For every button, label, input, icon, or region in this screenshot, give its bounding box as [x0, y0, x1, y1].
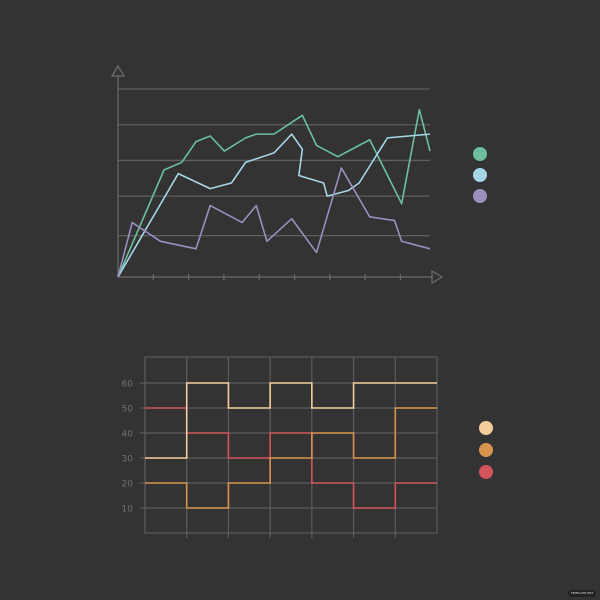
top-line-chart	[110, 64, 487, 285]
y-tick-label: 50	[122, 405, 134, 415]
x-axis-arrow	[431, 269, 444, 285]
y-tick-label: 10	[122, 505, 134, 515]
legend-dot-1	[479, 421, 493, 435]
legend-dot-1	[473, 147, 487, 161]
y-tick-label: 20	[122, 480, 134, 490]
series-line-1	[117, 108, 431, 278]
step-series-1	[145, 382, 437, 459]
step-series-3	[145, 407, 437, 509]
legend-dot-3	[479, 465, 493, 479]
step-series-2	[145, 407, 437, 509]
watermark-logo: TEMPLATE.NET	[568, 590, 596, 597]
legend-dot-2	[479, 443, 493, 457]
legend-dot-2	[473, 168, 487, 182]
series-line-3	[117, 167, 431, 278]
plot-frame	[144, 356, 438, 534]
y-tick-label: 40	[122, 430, 134, 440]
series-line-2	[117, 133, 431, 278]
y-axis-arrow	[110, 64, 126, 77]
legend-dot-3	[473, 189, 487, 203]
bottom-step-chart: 10 20 30 40 50 60	[122, 356, 493, 538]
y-tick-label: 30	[122, 455, 134, 465]
y-tick-label: 60	[122, 380, 134, 390]
